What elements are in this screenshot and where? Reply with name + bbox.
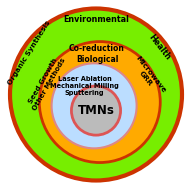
Text: TMNs: TMNs bbox=[78, 105, 114, 117]
Circle shape bbox=[52, 63, 137, 148]
Text: Seed Growth
Other Methods: Seed Growth Other Methods bbox=[25, 53, 66, 111]
Text: Organic Synthesis: Organic Synthesis bbox=[7, 20, 52, 86]
Text: Environmental: Environmental bbox=[63, 15, 129, 24]
Circle shape bbox=[71, 86, 121, 135]
Text: Microwave
GRR: Microwave GRR bbox=[129, 55, 167, 98]
Text: Laser Ablation
Mechanical Milling
Sputtering: Laser Ablation Mechanical Milling Sputte… bbox=[50, 76, 119, 96]
Text: Co-reduction
Biological: Co-reduction Biological bbox=[69, 44, 125, 64]
Circle shape bbox=[10, 9, 182, 180]
Circle shape bbox=[39, 42, 160, 163]
Text: Health: Health bbox=[146, 33, 172, 62]
